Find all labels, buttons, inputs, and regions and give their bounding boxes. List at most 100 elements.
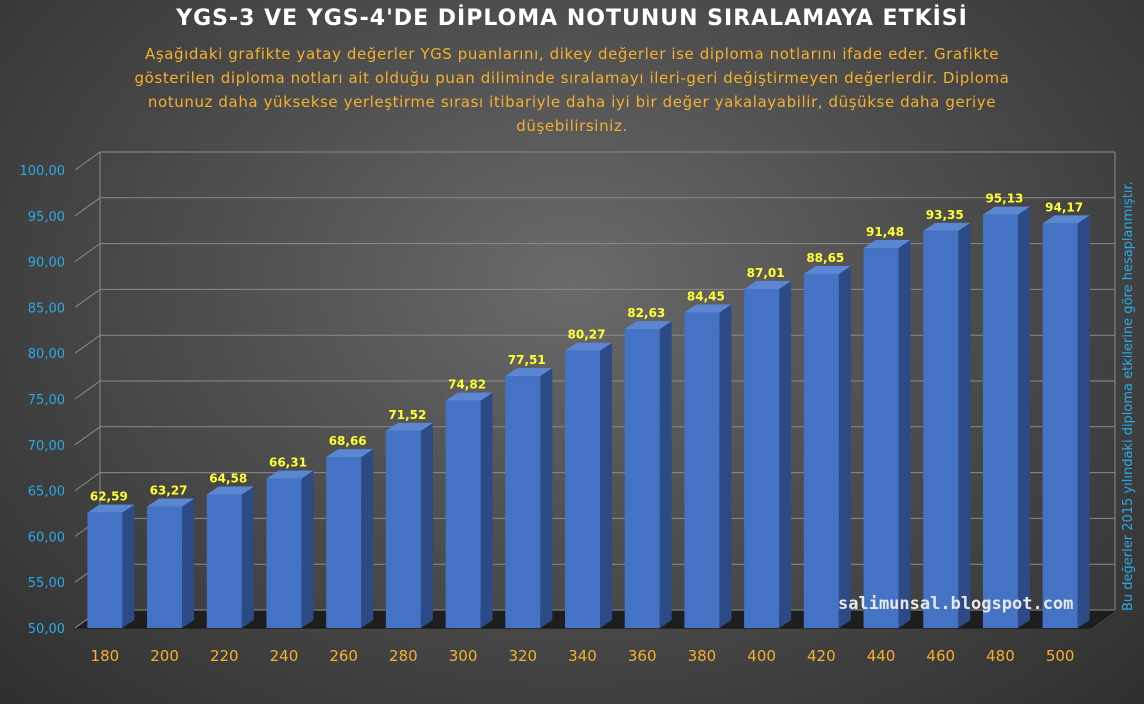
y-tick-label: 75,00 bbox=[28, 393, 65, 408]
bar-top bbox=[87, 504, 135, 513]
bar-top bbox=[206, 486, 254, 495]
y-tick-label: 60,00 bbox=[28, 530, 65, 545]
x-tick-label: 180 bbox=[91, 647, 120, 665]
x-tick-label: 400 bbox=[747, 647, 776, 665]
y-tick-label: 80,00 bbox=[28, 347, 65, 362]
data-label: 84,45 bbox=[687, 289, 725, 303]
data-label: 91,48 bbox=[866, 225, 904, 239]
bar bbox=[147, 506, 183, 628]
y-tick-label: 65,00 bbox=[28, 485, 65, 500]
x-tick-label: 200 bbox=[150, 647, 179, 665]
bar-top bbox=[445, 392, 493, 401]
bar-top bbox=[863, 240, 911, 249]
y-tick-label: 100,00 bbox=[20, 164, 66, 179]
data-label: 66,31 bbox=[269, 456, 307, 470]
bar bbox=[744, 288, 780, 628]
x-tick-label: 460 bbox=[926, 647, 955, 665]
bar-top bbox=[1042, 215, 1090, 224]
data-label: 77,51 bbox=[508, 353, 546, 367]
bar-top bbox=[923, 222, 971, 231]
bar-top bbox=[565, 342, 612, 351]
x-tick-label: 500 bbox=[1046, 647, 1075, 665]
bar bbox=[445, 400, 481, 628]
data-label: 95,13 bbox=[985, 192, 1023, 206]
bar-top bbox=[326, 449, 374, 458]
data-label: 93,35 bbox=[926, 208, 964, 222]
data-label: 87,01 bbox=[747, 266, 785, 280]
y-tick-label: 85,00 bbox=[28, 301, 65, 316]
y-tick-label: 95,00 bbox=[28, 210, 65, 225]
x-tick-label: 440 bbox=[867, 647, 896, 665]
bar bbox=[565, 350, 600, 628]
x-tick-label: 240 bbox=[270, 647, 299, 665]
bar-side bbox=[122, 504, 135, 628]
x-tick-label: 300 bbox=[449, 647, 478, 665]
data-label: 68,66 bbox=[329, 434, 367, 448]
bar-side bbox=[898, 240, 911, 628]
data-label: 80,27 bbox=[568, 328, 606, 342]
x-tick-label: 320 bbox=[508, 647, 537, 665]
bar bbox=[326, 457, 362, 628]
gridline bbox=[74, 151, 1115, 171]
data-label: 88,65 bbox=[806, 251, 844, 265]
bar bbox=[266, 478, 302, 628]
y-tick-label: 90,00 bbox=[28, 256, 65, 271]
bar-top bbox=[982, 206, 1030, 215]
data-label: 82,63 bbox=[627, 306, 665, 320]
bar-top bbox=[505, 368, 553, 377]
bar-side bbox=[1077, 215, 1090, 628]
bar-side bbox=[779, 280, 792, 628]
bar bbox=[505, 376, 541, 628]
x-tick-label: 360 bbox=[628, 647, 657, 665]
data-label: 64,58 bbox=[209, 471, 247, 485]
x-tick-label: 340 bbox=[568, 647, 597, 665]
x-tick-label: 380 bbox=[688, 647, 717, 665]
bar bbox=[385, 430, 421, 628]
bar-side bbox=[540, 368, 553, 628]
bar-side bbox=[600, 342, 612, 628]
y-tick-label: 55,00 bbox=[28, 576, 65, 591]
bar-side bbox=[659, 321, 672, 628]
bar-top bbox=[624, 321, 672, 330]
bar-top bbox=[744, 280, 792, 289]
bar-top bbox=[266, 470, 314, 479]
bar bbox=[863, 248, 899, 628]
x-tick-label: 480 bbox=[986, 647, 1015, 665]
data-label: 63,27 bbox=[150, 483, 188, 497]
bar bbox=[624, 329, 660, 628]
bar bbox=[923, 230, 959, 628]
bar-side bbox=[420, 422, 433, 628]
bar-side bbox=[241, 486, 254, 628]
bar-side bbox=[719, 304, 732, 628]
bar-side bbox=[1017, 206, 1030, 629]
bar-side bbox=[182, 498, 195, 628]
bar bbox=[982, 214, 1018, 629]
bar-side bbox=[958, 222, 971, 628]
data-label: 74,82 bbox=[448, 378, 486, 392]
bar bbox=[87, 512, 123, 628]
bar-side bbox=[480, 392, 493, 628]
bar-top bbox=[147, 498, 195, 507]
chart-subtitle: Aşağıdaki grafikte yatay değerler YGS pu… bbox=[134, 45, 1010, 135]
bar-side bbox=[838, 265, 851, 628]
x-tick-label: 280 bbox=[389, 647, 418, 665]
watermark-text: salimunsal.blogspot.com bbox=[838, 594, 1074, 614]
data-label: 62,59 bbox=[90, 490, 128, 504]
bar-top bbox=[684, 304, 732, 313]
side-note: Bu değerler 2015 yılındaki diploma etkil… bbox=[1121, 181, 1136, 611]
y-tick-label: 50,00 bbox=[28, 622, 65, 637]
x-tick-label: 220 bbox=[210, 647, 239, 665]
y-tick-label: 70,00 bbox=[28, 439, 65, 454]
bar bbox=[803, 273, 839, 628]
bar-top bbox=[803, 265, 851, 274]
data-label: 94,17 bbox=[1045, 200, 1083, 214]
bar-side bbox=[361, 449, 374, 628]
bar bbox=[684, 312, 720, 628]
x-tick-label: 260 bbox=[329, 647, 358, 665]
bar bbox=[1042, 223, 1078, 628]
data-label: 71,52 bbox=[388, 408, 426, 422]
chart-title: YGS-3 VE YGS-4'DE DİPLOMA NOTUNUN SIRALA… bbox=[176, 6, 968, 31]
bar bbox=[206, 494, 242, 628]
bar-top bbox=[385, 422, 433, 431]
